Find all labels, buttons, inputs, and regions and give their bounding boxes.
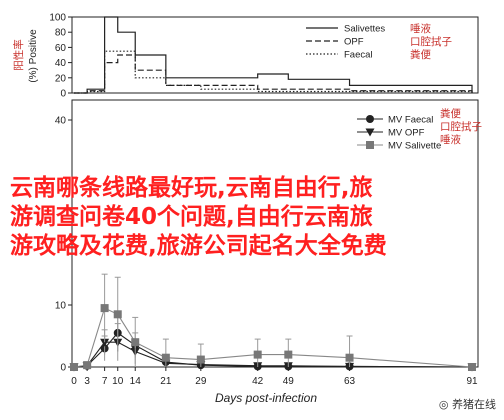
bottom-y-tick-label: 0 <box>60 363 66 374</box>
bottom-x-ticks: 0 3 7 10 14 21 29 42 49 63 91 <box>71 367 478 387</box>
top-y-axis-annotation: 阳性率 <box>12 39 25 71</box>
top-y-tick-label: 60 <box>55 43 67 54</box>
bottom-legend-marker <box>365 128 375 137</box>
top-y-tick-label: 20 <box>55 73 67 84</box>
bottom-legend-annotation: 口腔拭子 <box>440 120 482 133</box>
bottom-legend-label: MV Salivette <box>388 141 441 152</box>
bottom-x-tick-label: 7 <box>102 376 108 387</box>
bottom-plot-frame <box>71 99 479 368</box>
bottom-x-tick-label: 10 <box>112 376 124 387</box>
bottom-series-group <box>69 273 477 372</box>
bottom-x-tick-label: 3 <box>84 376 90 387</box>
top-legend: Salivettes 唾液 OPF 口腔拭子 Faecal 粪便 <box>306 22 452 61</box>
top-panel: 0 20 40 60 80 100 (%) Positive 阳性率 Salivettes… <box>12 13 479 100</box>
top-legend-label: Salivettes <box>344 24 385 35</box>
bottom-x-tick-label: 42 <box>252 376 264 387</box>
bottom-point-mv-salivette <box>345 353 354 362</box>
top-legend-label: Faecal <box>344 50 373 61</box>
top-legend-label: OPF <box>344 37 364 48</box>
top-series-faecal-line <box>74 50 473 94</box>
bottom-legend-marker <box>366 115 374 123</box>
bottom-point-mv-salivette <box>83 361 92 370</box>
bottom-x-tick-label: 63 <box>344 376 356 387</box>
bottom-point-mv-salivette <box>70 363 78 371</box>
watermark: ◎ 养猪在线 <box>439 396 496 412</box>
bottom-y-tick-label: 10 <box>55 301 67 312</box>
bottom-point-mv-salivette <box>113 310 122 319</box>
bottom-point-mv-salivette <box>161 353 170 362</box>
bottom-x-tick-label: 21 <box>160 376 172 387</box>
bottom-x-axis-label: Days post-infection <box>215 391 317 405</box>
bottom-x-tick-label: 49 <box>283 376 295 387</box>
top-series-group <box>74 16 473 94</box>
bottom-point-mv-salivette <box>284 350 293 359</box>
bottom-legend-annotation: 唾液 <box>440 133 461 146</box>
top-y-tick-label: 100 <box>49 13 66 24</box>
bottom-x-tick-label: 0 <box>71 376 77 387</box>
bottom-x-tick-label: 29 <box>195 376 207 387</box>
bottom-legend-label: MV Faecal <box>388 115 433 126</box>
top-legend-annotation: 粪便 <box>410 48 431 61</box>
bottom-legend-label: MV OPF <box>388 128 425 139</box>
top-y-tick-label: 0 <box>60 89 66 100</box>
top-y-tick-label: 80 <box>55 28 67 39</box>
top-y-ticks: 0 20 40 60 80 100 <box>49 13 72 100</box>
bottom-point-mv-opf <box>100 338 110 347</box>
top-legend-annotation: 唾液 <box>410 22 431 35</box>
bottom-legend-marker <box>366 141 374 149</box>
bottom-point-mv-salivette <box>196 355 205 364</box>
wechat-icon: ◎ <box>438 398 449 411</box>
bottom-x-tick-label: 91 <box>466 376 478 387</box>
bottom-point-mv-salivette <box>468 363 476 371</box>
bottom-point-mv-salivette <box>100 304 109 313</box>
bottom-point-mv-salivette <box>131 338 140 347</box>
bottom-legend-annotation: 粪便 <box>440 107 461 120</box>
top-plot-frame <box>71 16 479 94</box>
bottom-point-mv-salivette <box>253 350 262 359</box>
top-y-tick-label: 40 <box>55 58 67 69</box>
overlay-line-3: 游攻略及花费,旅游公司起名大全免费 <box>10 233 387 259</box>
top-y-axis-label: (%) Positive <box>28 29 39 83</box>
overlay-line-1: 云南哪条线路最好玩,云南自由行,旅 <box>10 175 373 201</box>
overlay-line-2: 游调查问卷40个问题,自由行云南旅 <box>10 204 373 230</box>
watermark-text: 养猪在线 <box>452 398 496 411</box>
overlay-banner: 云南哪条线路最好玩,云南自由行,旅 游调查问卷40个问题,自由行云南旅 游攻略及… <box>10 174 502 261</box>
top-legend-annotation: 口腔拭子 <box>410 35 452 48</box>
bottom-y-tick-label: 40 <box>55 116 67 127</box>
bottom-x-tick-label: 14 <box>130 376 142 387</box>
